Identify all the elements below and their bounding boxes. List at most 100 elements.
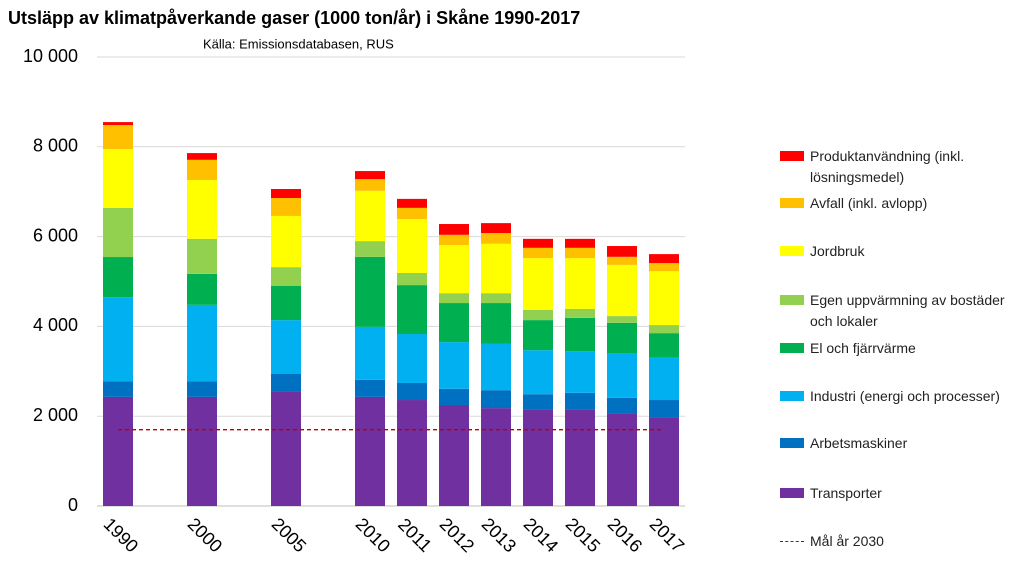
bar-segment xyxy=(607,397,637,414)
legend-label: Produktanvändning (inkl. lösningsmedel) xyxy=(810,148,965,185)
bar-segment xyxy=(565,238,595,248)
bar-segment xyxy=(355,179,385,191)
bar-segment xyxy=(397,400,427,506)
y-tick-label: 6 000 xyxy=(33,225,78,245)
bar-segment xyxy=(565,258,595,309)
bar-segment xyxy=(397,207,427,220)
legend-label: Arbetsmaskiner xyxy=(810,435,908,451)
bar-segment xyxy=(481,243,511,294)
bar-segment xyxy=(649,417,679,506)
legend-label: Jordbruk xyxy=(810,243,865,259)
bar-segment xyxy=(649,333,679,358)
bar-segment xyxy=(481,303,511,344)
bar-segment xyxy=(271,197,301,216)
legend-item: Arbetsmaskiner xyxy=(780,433,1024,477)
legend-item: Industri (energi och processer) xyxy=(780,386,1024,430)
bar-segment xyxy=(565,308,595,318)
bar-segment xyxy=(523,409,553,506)
y-tick-label: 2 000 xyxy=(33,405,78,425)
bar-segment xyxy=(103,149,133,208)
legend-swatch xyxy=(780,151,804,161)
legend-swatch xyxy=(780,295,804,305)
bar-segment xyxy=(481,408,511,506)
bar-segment xyxy=(271,285,301,321)
bar-segment xyxy=(523,238,553,248)
x-tick-label: 2005 xyxy=(268,514,310,556)
x-tick-label: 1990 xyxy=(100,514,142,556)
x-tick-label: 2010 xyxy=(352,514,394,556)
bar-segment xyxy=(607,246,637,257)
bar-segment xyxy=(565,409,595,506)
x-tick-label: 2011 xyxy=(394,514,436,556)
bar-segment xyxy=(187,304,217,382)
legend-label: Egen uppvärmning av bostäder och lokaler xyxy=(810,292,1005,329)
bar-segment xyxy=(103,396,133,506)
legend-item: Jordbruk xyxy=(780,241,1024,285)
bar-segment xyxy=(439,224,469,235)
bar-segment xyxy=(439,404,469,506)
bar-segment xyxy=(523,309,553,321)
bar-segment xyxy=(523,350,553,395)
legend-swatch xyxy=(780,198,804,208)
bar-segment xyxy=(397,272,427,286)
bar-segment xyxy=(481,233,511,244)
bar-segment xyxy=(397,219,427,273)
bar-segment xyxy=(523,247,553,259)
bar-segment xyxy=(481,223,511,234)
x-tick-label: 2017 xyxy=(646,514,688,556)
bar-segment xyxy=(397,334,427,383)
bar-segment xyxy=(397,198,427,208)
bar-segment xyxy=(607,316,637,323)
chart-subtitle: Källa: Emissionsdatabasen, RUS xyxy=(203,36,394,51)
bar-segment xyxy=(649,254,679,264)
bar-segment xyxy=(649,271,679,326)
y-tick-label: 0 xyxy=(68,495,78,515)
legend-label: Mål år 2030 xyxy=(810,533,884,549)
bar-segment xyxy=(607,322,637,354)
bar-segment xyxy=(271,189,301,198)
x-tick-label: 2012 xyxy=(436,514,478,556)
bar-segment xyxy=(523,258,553,310)
bar-segment xyxy=(565,351,595,393)
bar-segment xyxy=(649,400,679,418)
bar-segment xyxy=(439,303,469,343)
bar-segment xyxy=(103,207,133,258)
bar-segment xyxy=(271,391,301,506)
bar-segment xyxy=(271,215,301,268)
bar-segment xyxy=(355,256,385,327)
bar-segment xyxy=(481,343,511,391)
bar-segment xyxy=(523,394,553,410)
bar-segment xyxy=(565,247,595,259)
bar-segment xyxy=(355,326,385,380)
bar-segment xyxy=(397,382,427,401)
legend-item: El och fjärrvärme xyxy=(780,338,1024,382)
bar-segment xyxy=(439,342,469,389)
bar-segment xyxy=(187,180,217,239)
legend-swatch xyxy=(780,438,804,448)
bar-segment xyxy=(271,320,301,374)
x-tick-label: 2015 xyxy=(562,514,604,556)
legend-item: Produktanvändning (inkl. lösningsmedel) xyxy=(780,146,1024,190)
bar-segment xyxy=(649,357,679,401)
legend-swatch xyxy=(780,391,804,401)
legend-item: Egen uppvärmning av bostäder och lokaler xyxy=(780,290,1024,334)
legend-label: Industri (energi och processer) xyxy=(810,388,1000,404)
bar-segment xyxy=(649,325,679,334)
legend-item: Mål år 2030 xyxy=(780,531,1024,575)
bar-segment xyxy=(187,238,217,274)
bar-segment xyxy=(565,392,595,410)
x-tick-label: 2016 xyxy=(604,514,646,556)
bar-segment xyxy=(187,153,217,160)
bar-segment xyxy=(439,388,469,405)
y-tick-label: 4 000 xyxy=(33,315,78,335)
bar-segment xyxy=(355,171,385,180)
legend-swatch xyxy=(780,246,804,256)
bar-segment xyxy=(649,263,679,272)
bar-segment xyxy=(397,285,427,335)
bar-segment xyxy=(103,257,133,298)
bar-segment xyxy=(103,297,133,382)
x-tick-label: 2013 xyxy=(478,514,520,556)
legend-swatch xyxy=(780,541,804,542)
